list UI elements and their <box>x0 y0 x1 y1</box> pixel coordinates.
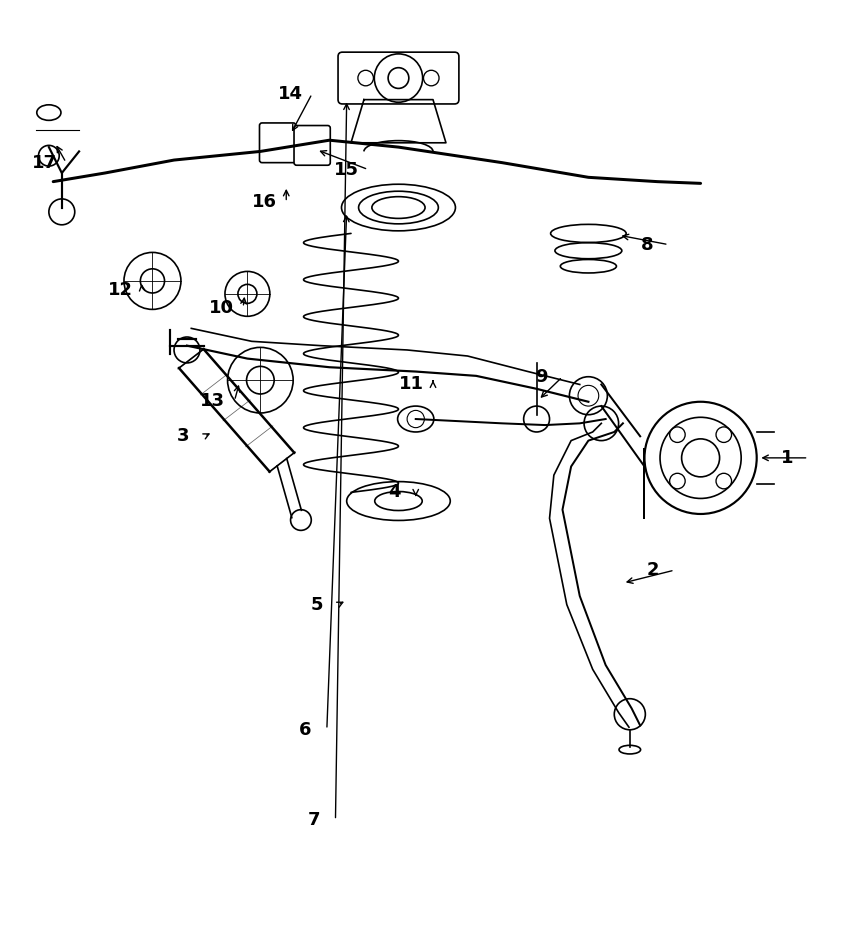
FancyBboxPatch shape <box>260 123 296 162</box>
Text: 4: 4 <box>388 483 400 501</box>
FancyBboxPatch shape <box>338 52 459 104</box>
Text: 16: 16 <box>252 193 277 212</box>
FancyBboxPatch shape <box>294 126 330 165</box>
Text: 5: 5 <box>310 595 323 614</box>
Text: 11: 11 <box>399 375 424 393</box>
Text: 15: 15 <box>334 160 359 178</box>
Text: 2: 2 <box>647 561 659 579</box>
Text: 8: 8 <box>641 236 653 254</box>
Text: 7: 7 <box>307 812 320 829</box>
Text: 10: 10 <box>209 299 234 316</box>
Text: 17: 17 <box>32 154 57 172</box>
Text: 14: 14 <box>278 85 303 103</box>
Text: 6: 6 <box>299 721 312 739</box>
Text: 12: 12 <box>108 281 133 299</box>
Text: 13: 13 <box>200 392 225 410</box>
Text: 3: 3 <box>177 427 189 445</box>
Text: 9: 9 <box>534 368 547 385</box>
Text: 1: 1 <box>780 449 793 466</box>
